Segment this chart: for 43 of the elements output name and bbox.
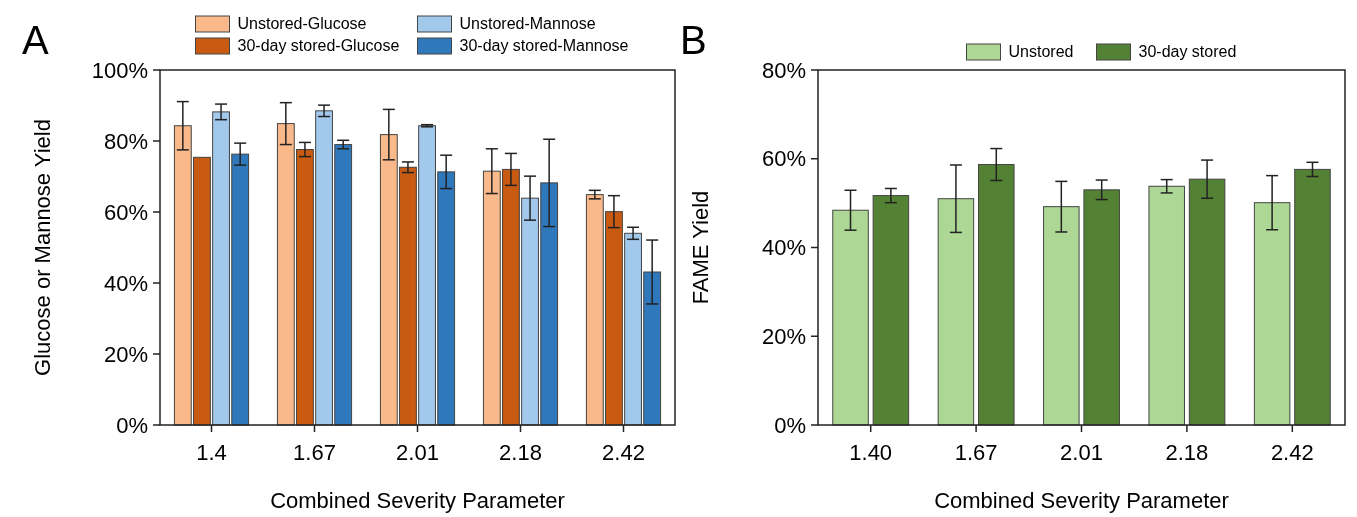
y-tick-label: 60% [103, 199, 148, 225]
bar [1043, 206, 1080, 426]
legend-label: Unstored-Mannose [459, 15, 596, 32]
legend-label: Unstored [1008, 43, 1074, 60]
x-tick-label: 1.67 [293, 440, 336, 465]
x-tick-label: 2.42 [602, 440, 645, 465]
y-tick-label: 20% [103, 341, 148, 367]
x-axis-title: Combined Severity Parameter [934, 488, 1229, 513]
x-tick-label: 1.67 [954, 440, 998, 465]
bar [1294, 168, 1331, 426]
y-tick-label: 100% [91, 57, 148, 83]
y-tick-label: 60% [761, 146, 806, 172]
bar [1083, 189, 1120, 426]
y-tick-label: 0% [116, 412, 148, 438]
y-tick-label: 40% [761, 235, 806, 261]
y-axis-title: Glucose or Mannose Yield [30, 119, 55, 376]
bar [1253, 202, 1291, 426]
bar [978, 164, 1015, 426]
x-tick-label: 2.42 [1270, 440, 1314, 465]
x-tick-label: 2.01 [1060, 440, 1103, 465]
text: A [22, 18, 49, 62]
x-tick-label: 1.4 [196, 440, 227, 465]
bar [872, 195, 910, 426]
x-tick-label: 1.40 [849, 440, 893, 465]
bar [1188, 178, 1226, 426]
legend-label: Unstored-Glucose [237, 15, 367, 32]
bar [1148, 185, 1185, 426]
x-axis-title: Combined Severity Parameter [270, 488, 565, 513]
y-axis-title: FAME Yield [688, 190, 713, 305]
x-tick-label: 2.01 [396, 440, 439, 465]
legend-label: 30-day stored-Mannose [459, 37, 629, 54]
bar [937, 198, 975, 426]
bar [832, 209, 869, 426]
y-tick-label: 80% [103, 128, 148, 154]
text: B [680, 18, 707, 62]
y-tick-label: 40% [103, 270, 148, 296]
legend-label: 30-day stored-Glucose [237, 37, 400, 54]
y-tick-label: 0% [774, 412, 806, 438]
y-tick-label: 80% [761, 57, 806, 83]
y-tick-label: 20% [761, 323, 806, 349]
legend-label: 30-day stored [1138, 43, 1237, 60]
x-tick-label: 2.18 [499, 440, 542, 465]
x-tick-label: 2.18 [1165, 440, 1209, 465]
